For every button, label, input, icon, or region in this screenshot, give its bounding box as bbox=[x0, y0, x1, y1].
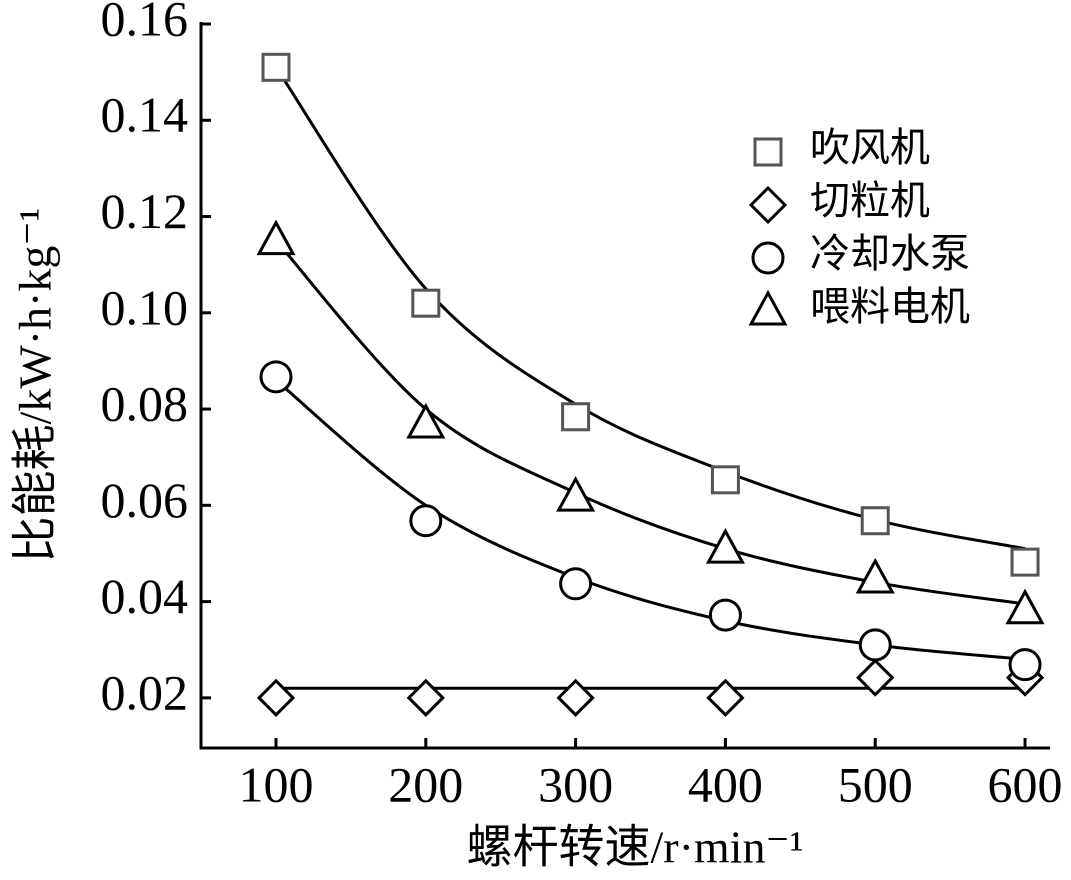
point bbox=[406, 678, 445, 717]
point bbox=[855, 557, 895, 594]
point bbox=[559, 567, 593, 601]
point bbox=[1008, 648, 1042, 682]
point bbox=[261, 52, 291, 82]
x-tick-label: 400 bbox=[688, 756, 763, 812]
point bbox=[710, 465, 740, 495]
point bbox=[406, 402, 446, 439]
x-tick-label: 200 bbox=[388, 756, 463, 812]
legend-label: 吹风机 bbox=[810, 125, 930, 170]
x-tick-label: 300 bbox=[538, 756, 613, 812]
legend-marker bbox=[751, 241, 785, 275]
point bbox=[708, 598, 742, 632]
point bbox=[409, 504, 443, 538]
legend-marker bbox=[753, 137, 783, 167]
y-tick-label: 0.08 bbox=[101, 376, 189, 432]
point bbox=[1005, 588, 1045, 625]
legend-label: 冷却水泵 bbox=[810, 231, 970, 276]
point bbox=[256, 678, 296, 717]
y-tick-label: 0.12 bbox=[101, 183, 189, 239]
legend-marker bbox=[748, 185, 788, 225]
y-tick-label: 0.14 bbox=[101, 87, 189, 143]
y-axis-label: 比能耗/kW·h·kg⁻¹ bbox=[10, 208, 61, 563]
y-tick-label: 0.16 bbox=[101, 0, 189, 46]
y-tick-label: 0.06 bbox=[101, 472, 189, 528]
x-tick-label: 600 bbox=[988, 756, 1063, 812]
point bbox=[259, 360, 293, 394]
fit-curve bbox=[275, 379, 1026, 661]
point bbox=[706, 678, 745, 717]
y-tick-label: 0.10 bbox=[101, 279, 189, 335]
legend-marker bbox=[748, 289, 788, 326]
point bbox=[860, 506, 890, 536]
y-tick-label: 0.02 bbox=[101, 664, 189, 720]
point bbox=[858, 628, 892, 662]
point bbox=[411, 288, 441, 318]
point bbox=[556, 678, 595, 717]
point bbox=[256, 219, 296, 256]
point bbox=[705, 528, 745, 564]
x-tick-label: 500 bbox=[838, 756, 913, 812]
x-axis-label: 螺杆转速/r·min⁻¹ bbox=[466, 822, 803, 873]
legend-label: 切粒机 bbox=[810, 178, 930, 223]
y-tick-label: 0.04 bbox=[101, 568, 189, 624]
x-tick-label: 100 bbox=[239, 756, 314, 812]
point bbox=[856, 658, 895, 697]
legend-label: 喂料电机 bbox=[810, 284, 970, 329]
point bbox=[1010, 547, 1040, 577]
point bbox=[556, 476, 596, 512]
point bbox=[561, 402, 591, 432]
